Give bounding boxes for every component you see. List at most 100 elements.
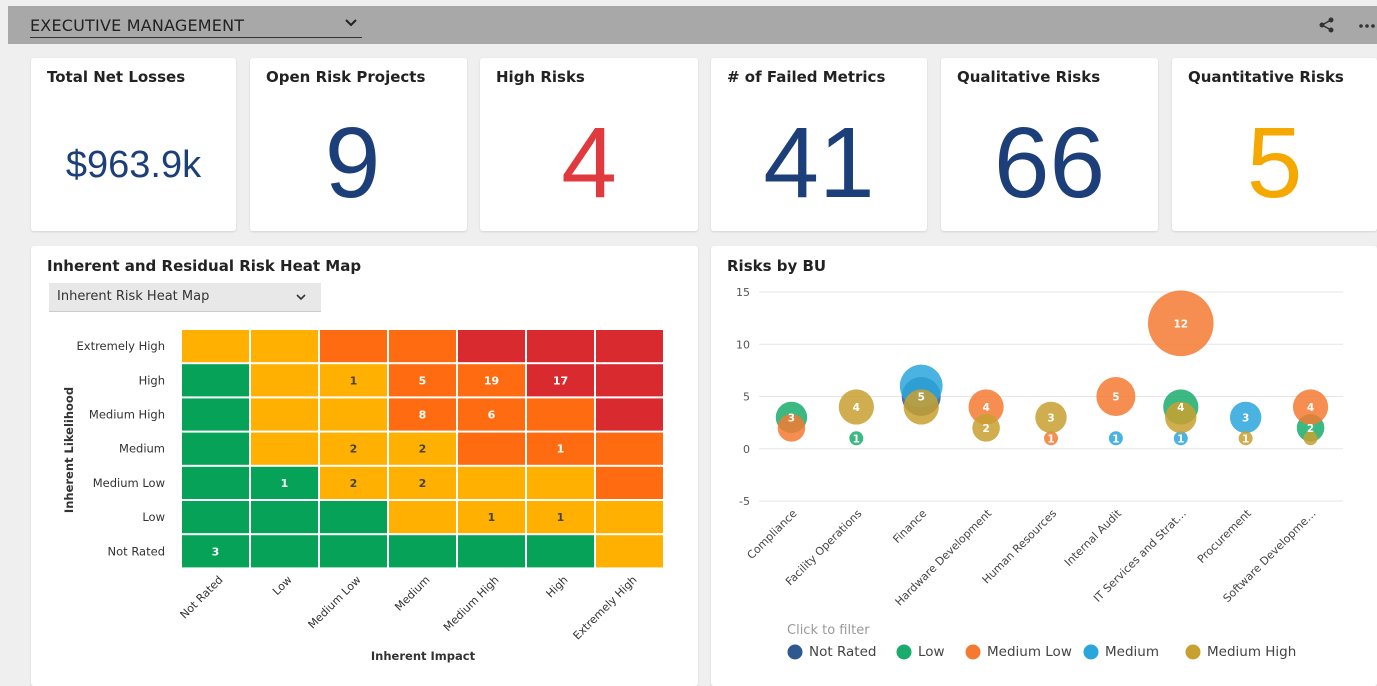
- bubble-point[interactable]: [1238, 431, 1253, 446]
- kpi-card-quantitative-risks[interactable]: Quantitative Risks 5: [1172, 58, 1377, 231]
- heatmap-cell[interactable]: [596, 398, 663, 431]
- bubble-point[interactable]: [1096, 377, 1136, 416]
- heatmap-cell[interactable]: [251, 501, 318, 534]
- y-tick-label: 15: [736, 286, 750, 299]
- heatmap-cell[interactable]: [458, 330, 525, 363]
- heatmap-cell[interactable]: [596, 364, 663, 397]
- legend-label[interactable]: Medium High: [1207, 644, 1296, 660]
- heatmap-cell[interactable]: [389, 535, 456, 568]
- bubble-point[interactable]: [1303, 431, 1318, 446]
- bubble-point[interactable]: [1229, 401, 1262, 434]
- heatmap-cell[interactable]: [182, 330, 249, 363]
- heatmap-cell[interactable]: [596, 466, 663, 499]
- heatmap-cell[interactable]: [251, 466, 318, 499]
- bubble-point[interactable]: [1108, 431, 1123, 446]
- heatmap-cell[interactable]: [458, 432, 525, 465]
- legend-marker[interactable]: [896, 644, 912, 660]
- heatmap-cell[interactable]: [320, 466, 387, 499]
- heatmap-cell[interactable]: [182, 501, 249, 534]
- bubble-point[interactable]: [777, 414, 806, 442]
- legend-label[interactable]: Medium: [1105, 644, 1159, 660]
- legend-marker[interactable]: [787, 644, 803, 660]
- heatmap-cell[interactable]: [251, 330, 318, 363]
- heatmap-cell[interactable]: [458, 535, 525, 568]
- heatmap-cell[interactable]: [458, 466, 525, 499]
- heatmap-cell-count: 1: [350, 374, 358, 387]
- heatmap-cell[interactable]: [458, 501, 525, 534]
- heatmap-cell[interactable]: [320, 398, 387, 431]
- heatmap-cell[interactable]: [320, 535, 387, 568]
- heatmap-cell[interactable]: [458, 364, 525, 397]
- heatmap-cell[interactable]: [389, 330, 456, 363]
- bubble-point[interactable]: [972, 414, 1000, 442]
- heatmap-cell[interactable]: [182, 535, 249, 568]
- heatmap-cell[interactable]: [182, 432, 249, 465]
- heatmap-cell[interactable]: [596, 535, 663, 568]
- heatmap-col-label: Medium High: [441, 573, 502, 634]
- risks-by-bu-panel: Risks by BU 15 10 5 0 -5 Compliance Facility O…: [711, 246, 1377, 686]
- heatmap-col-label: Medium: [392, 573, 432, 613]
- x-tick-label: Internal Audit: [1062, 506, 1125, 569]
- legend-label[interactable]: Low: [918, 644, 945, 660]
- heatmap-cell[interactable]: [320, 501, 387, 534]
- heatmap-cell[interactable]: [389, 398, 456, 431]
- top-bar: EXECUTIVE MANAGEMENT: [8, 6, 1377, 44]
- heatmap-col-label: Extremely High: [571, 573, 640, 642]
- bubble-point[interactable]: [838, 389, 874, 425]
- share-icon[interactable]: [1318, 16, 1336, 34]
- dashboard-select[interactable]: EXECUTIVE MANAGEMENT: [30, 14, 362, 38]
- heatmap-cell[interactable]: [389, 501, 456, 534]
- heatmap-cell[interactable]: [527, 466, 594, 499]
- bubble-point[interactable]: [968, 389, 1004, 425]
- legend-label[interactable]: Not Rated: [809, 644, 876, 660]
- heatmap-cell[interactable]: [596, 501, 663, 534]
- bubble-point[interactable]: [1165, 401, 1197, 434]
- kpi-card-qualitative-risks[interactable]: Qualitative Risks 66: [941, 58, 1158, 231]
- heatmap-cell[interactable]: [527, 535, 594, 568]
- heatmap-cell[interactable]: [251, 364, 318, 397]
- heatmap-cell[interactable]: [320, 364, 387, 397]
- heatmap-cell[interactable]: [389, 466, 456, 499]
- heatmap-cell[interactable]: [389, 364, 456, 397]
- heatmap-cell[interactable]: [527, 398, 594, 431]
- kpi-card-open-risk-projects[interactable]: Open Risk Projects 9: [250, 58, 467, 231]
- heatmap-cell[interactable]: [320, 432, 387, 465]
- more-options-icon[interactable]: [1358, 16, 1377, 34]
- heatmap-cell-count: 1: [557, 511, 565, 524]
- bubble-point[interactable]: [1292, 389, 1329, 425]
- heatmap-cell[interactable]: [596, 432, 663, 465]
- heatmap-cell[interactable]: [182, 364, 249, 397]
- heatmap-cell[interactable]: [182, 466, 249, 499]
- heatmap-x-axis-label: Inherent Impact: [371, 649, 476, 663]
- heatmap-cell[interactable]: [596, 330, 663, 363]
- legend-marker[interactable]: [965, 644, 981, 660]
- bubble-point[interactable]: [903, 389, 939, 425]
- heatmap-cell[interactable]: [251, 398, 318, 431]
- legend-label[interactable]: Medium Low: [987, 644, 1072, 660]
- heatmap-cell[interactable]: [182, 398, 249, 431]
- heatmap-cell[interactable]: [458, 398, 525, 431]
- heatmap-type-select[interactable]: Inherent Risk Heat Map: [49, 283, 321, 312]
- kpi-title: Open Risk Projects: [266, 68, 426, 86]
- legend-marker[interactable]: [1185, 644, 1201, 660]
- bubble-point[interactable]: [1173, 431, 1188, 446]
- bubble-point[interactable]: [1147, 290, 1214, 357]
- heatmap-cell[interactable]: [527, 432, 594, 465]
- heatmap-cell[interactable]: [251, 432, 318, 465]
- bubble-point[interactable]: [849, 431, 864, 446]
- heatmap-cell[interactable]: [527, 501, 594, 534]
- heatmap-cell[interactable]: [527, 364, 594, 397]
- heatmap-cell[interactable]: [251, 535, 318, 568]
- kpi-card-total-net-losses[interactable]: Total Net Losses $963.9k: [31, 58, 236, 231]
- bubble-point[interactable]: [1035, 401, 1067, 434]
- kpi-card-high-risks[interactable]: High Risks 4: [480, 58, 698, 231]
- kpi-card-failed-metrics[interactable]: # of Failed Metrics 41: [711, 58, 927, 231]
- heatmap-cell[interactable]: [320, 330, 387, 363]
- legend-marker[interactable]: [1083, 644, 1099, 660]
- bubble-point[interactable]: [1044, 431, 1058, 446]
- kpi-title: Total Net Losses: [47, 68, 186, 86]
- heatmap-cell[interactable]: [527, 330, 594, 363]
- heatmap-cell[interactable]: [389, 432, 456, 465]
- heatmap-title: Inherent and Residual Risk Heat Map: [47, 257, 362, 275]
- heatmap-select-label: Inherent Risk Heat Map: [57, 289, 210, 304]
